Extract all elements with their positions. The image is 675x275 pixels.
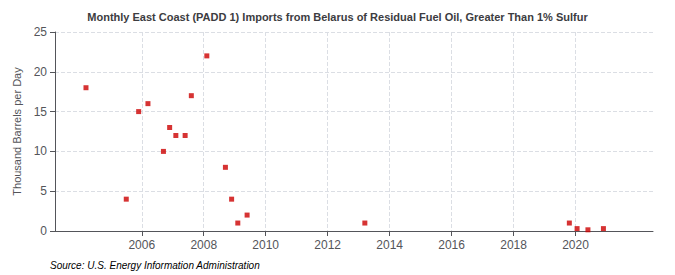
svg-text:0: 0 bbox=[40, 224, 47, 238]
svg-text:2016: 2016 bbox=[438, 238, 465, 252]
svg-text:Monthly East Coast (PADD 1) Im: Monthly East Coast (PADD 1) Imports from… bbox=[87, 11, 588, 23]
svg-text:10: 10 bbox=[34, 144, 48, 158]
svg-text:5: 5 bbox=[40, 184, 47, 198]
svg-text:2020: 2020 bbox=[562, 238, 589, 252]
svg-text:2008: 2008 bbox=[190, 238, 217, 252]
svg-text:2018: 2018 bbox=[500, 238, 527, 252]
svg-text:2014: 2014 bbox=[376, 238, 403, 252]
svg-text:2006: 2006 bbox=[128, 238, 155, 252]
svg-text:20: 20 bbox=[34, 65, 48, 79]
svg-text:Thousand Barrels per Day: Thousand Barrels per Day bbox=[11, 67, 23, 196]
svg-text:25: 25 bbox=[34, 25, 48, 39]
svg-text:2012: 2012 bbox=[314, 238, 341, 252]
svg-text:Source: U.S. Energy Informatio: Source: U.S. Energy Information Administ… bbox=[50, 260, 260, 271]
svg-text:2010: 2010 bbox=[252, 238, 279, 252]
svg-text:15: 15 bbox=[34, 105, 48, 119]
